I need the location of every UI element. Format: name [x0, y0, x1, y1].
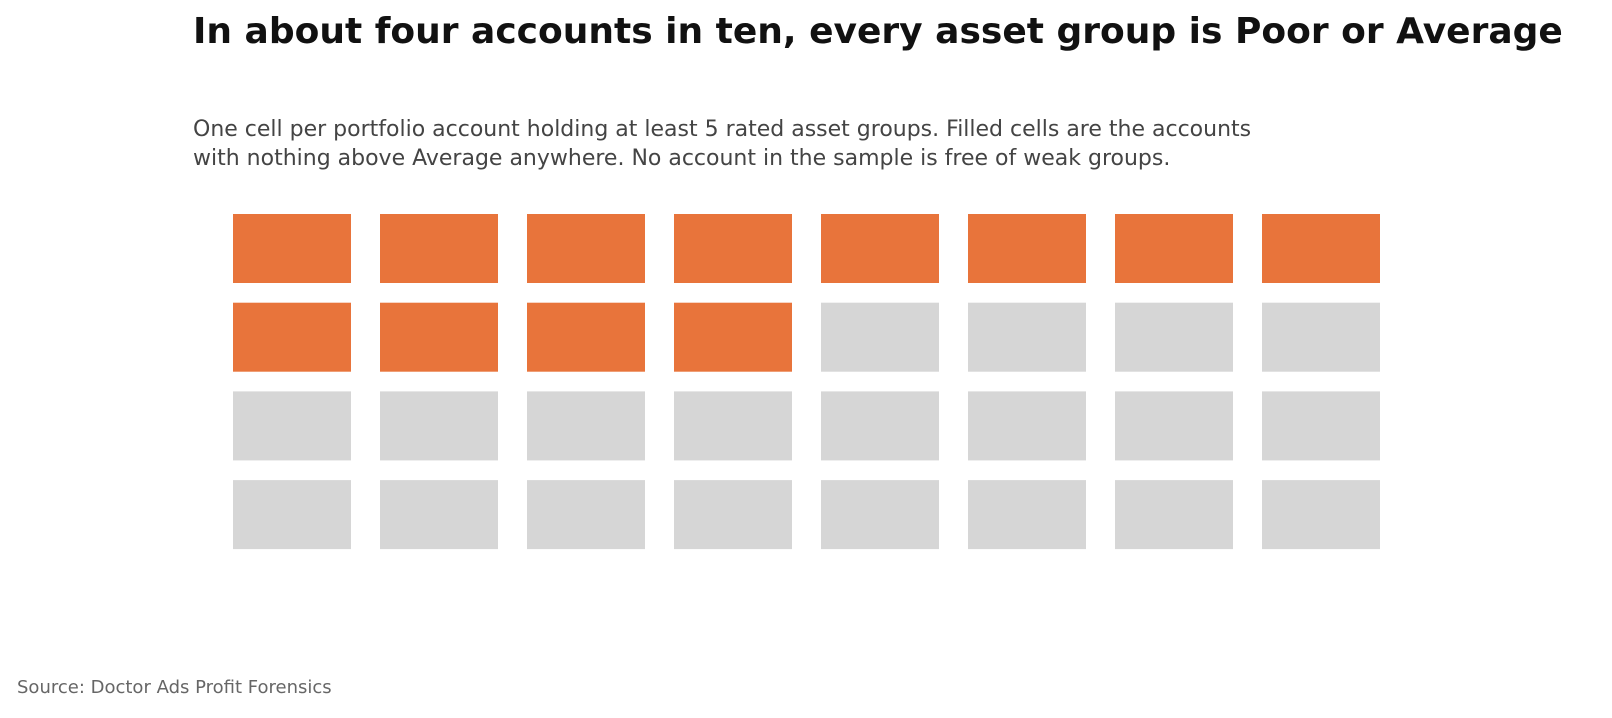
waffle-cell-empty	[1262, 302, 1380, 372]
waffle-cell-empty	[380, 480, 498, 550]
waffle-cell-empty	[1115, 302, 1233, 372]
waffle-cell-filled	[380, 302, 498, 372]
waffle-cell-filled	[968, 214, 1086, 283]
waffle-cell-empty	[1115, 391, 1233, 461]
waffle-cell-filled	[380, 214, 498, 283]
waffle-cell-empty	[527, 391, 645, 461]
waffle-cell-filled	[1115, 214, 1233, 283]
source-note: Source: Doctor Ads Profit Forensics	[17, 677, 332, 698]
subtitle-line-2: with nothing above Average anywhere. No …	[193, 146, 1171, 171]
waffle-cell-empty	[674, 391, 792, 461]
waffle-cell-filled	[233, 214, 351, 283]
chart-title: In about four accounts in ten, every ass…	[193, 11, 1563, 52]
waffle-cell-empty	[821, 480, 939, 550]
waffle-cell-empty	[233, 480, 351, 550]
waffle-cell-filled	[674, 214, 792, 283]
waffle-cell-empty	[527, 480, 645, 550]
waffle-cell-empty	[821, 391, 939, 461]
chart-subtitle: One cell per portfolio account holding a…	[193, 115, 1251, 173]
subtitle-line-1: One cell per portfolio account holding a…	[193, 117, 1252, 142]
waffle-cell-empty	[821, 302, 939, 372]
waffle-cell-empty	[968, 302, 1086, 372]
waffle-cell-filled	[527, 302, 645, 372]
waffle-cell-empty	[968, 391, 1086, 461]
waffle-cell-empty	[233, 391, 351, 461]
waffle-cell-filled	[233, 302, 351, 372]
waffle-cell-filled	[821, 214, 939, 283]
waffle-cell-filled	[1262, 214, 1380, 283]
waffle-cell-empty	[968, 480, 1086, 550]
waffle-cell-empty	[380, 391, 498, 461]
waffle-cell-filled	[527, 214, 645, 283]
waffle-cell-filled	[674, 302, 792, 372]
waffle-cell-empty	[1262, 480, 1380, 550]
waffle-cell-empty	[1115, 480, 1233, 550]
waffle-cell-empty	[1262, 391, 1380, 461]
waffle-cell-empty	[674, 480, 792, 550]
